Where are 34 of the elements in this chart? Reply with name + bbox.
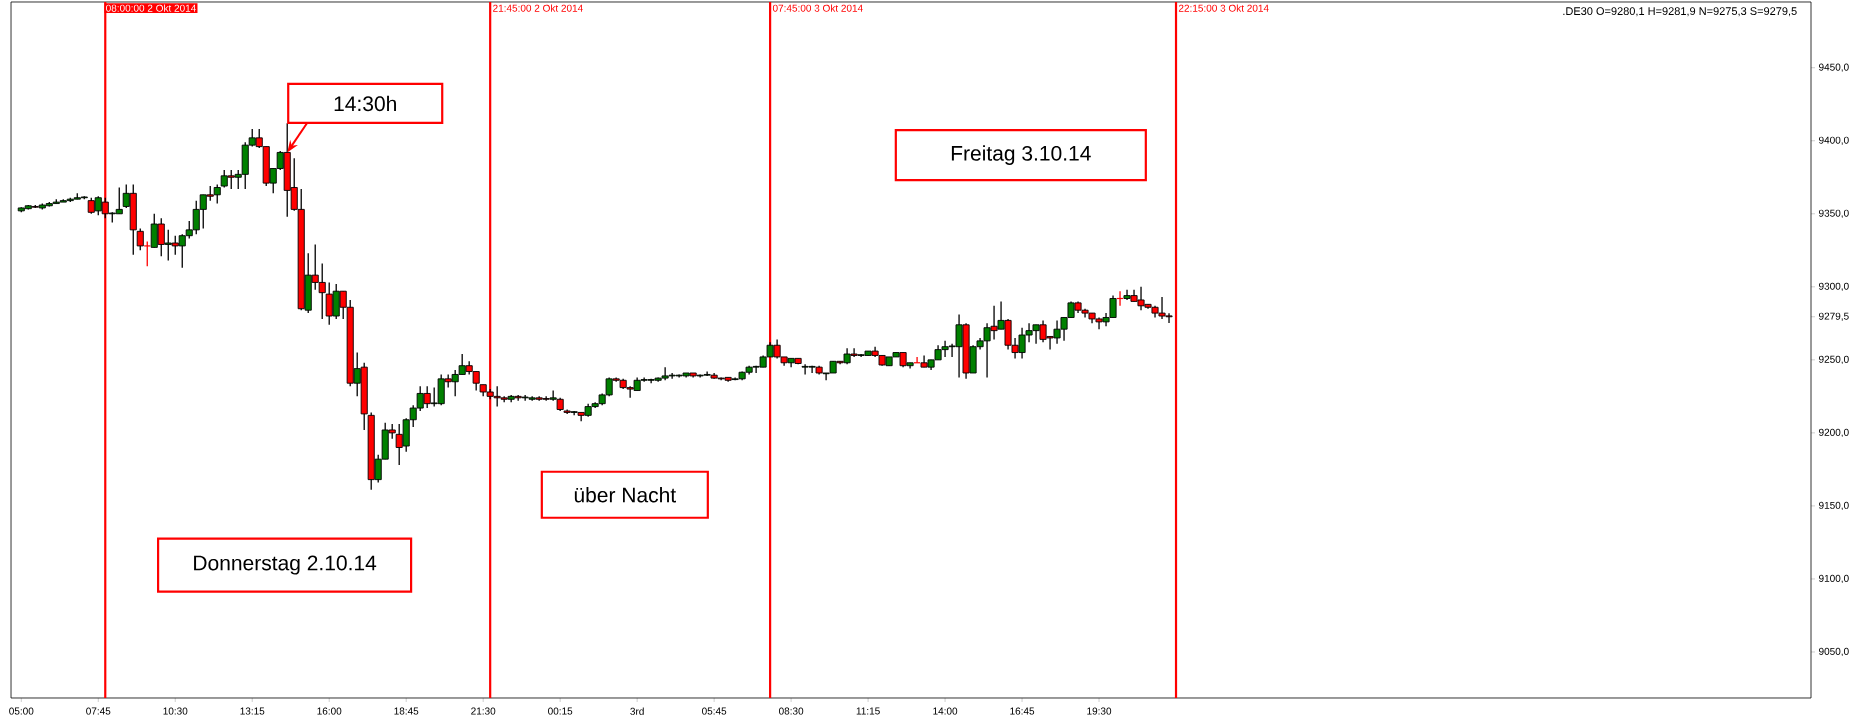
- x-tick-label: 16:00: [317, 707, 342, 715]
- x-tick-label: 18:45: [394, 707, 419, 715]
- y-tick-label: 9300,0: [1819, 282, 1849, 291]
- annotation: über Nacht: [574, 487, 676, 503]
- annotation: 14:30h: [334, 95, 396, 112]
- x-tick-label: 08:30: [778, 707, 804, 715]
- x-tick-label: 10:30: [163, 707, 188, 715]
- x-tick-label: 19:30: [1087, 707, 1112, 715]
- y-tick-label: 9350,0: [1819, 209, 1849, 218]
- y-tick-label: 9100,0: [1819, 574, 1849, 584]
- y-tick-label: 9450,0: [1819, 63, 1849, 72]
- annotation: .DE30 O=9280,1 H=9281,9 N=9275,3 S=9279,5: [1563, 7, 1797, 17]
- x-tick-label: 14:00: [933, 707, 958, 715]
- annotation: Freitag 3.10.14: [951, 145, 1091, 165]
- y-tick-label: 9050,0: [1819, 647, 1849, 657]
- y-tick-label: 9200,0: [1819, 428, 1849, 438]
- y-tick-label: 9250,0: [1819, 355, 1849, 364]
- x-tick-label: 05:00: [9, 707, 34, 715]
- ref-line-label: 08:00:00 2 Okt 2014: [106, 4, 196, 12]
- x-tick-label: 11:15: [856, 707, 880, 715]
- x-tick-label: 05:45: [702, 707, 727, 715]
- x-tick-label: 3rd: [630, 707, 644, 715]
- ref-line-label: 07:45:00 3 Okt 2014: [772, 4, 863, 12]
- ref-line-label: 21:45:00 2 Okt 2014: [493, 4, 583, 12]
- y-tick-label: 9150,0: [1819, 501, 1849, 511]
- x-tick-label: 16:45: [1010, 707, 1035, 715]
- x-tick-label: 21:30: [471, 707, 496, 715]
- x-tick-label: 00:15: [548, 707, 573, 715]
- ref-line-label: 22:15:00 3 Okt 2014: [1178, 4, 1269, 12]
- y-tick-label: 9400,0: [1819, 136, 1849, 145]
- x-tick-label: 07:45: [86, 707, 111, 715]
- annotation: Donnerstag 2.10.14: [194, 555, 377, 575]
- x-tick-label: 13:15: [240, 707, 265, 715]
- y-tick-label: 9279,5: [1819, 312, 1849, 321]
